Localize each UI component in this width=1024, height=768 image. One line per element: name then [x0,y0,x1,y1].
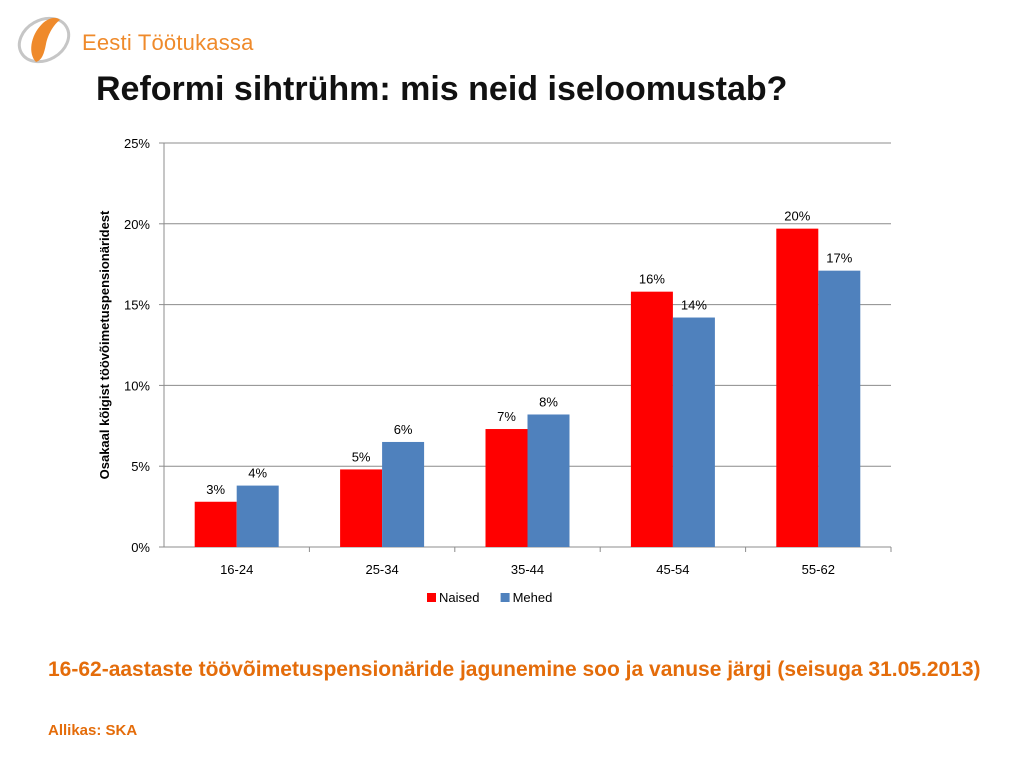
x-tick-label: 55-62 [802,562,835,577]
y-tick-label: 0% [131,540,150,555]
y-tick-label: 15% [124,298,150,313]
legend-label: Mehed [513,590,553,605]
y-tick-label: 25% [124,136,150,151]
bar-mehed-35-44 [527,414,570,547]
bar-naised-35-44 [485,429,528,547]
legend-swatch-naised [427,593,436,602]
bar-mehed-25-34 [382,441,425,547]
y-tick-label: 20% [124,217,150,232]
data-label: 4% [248,466,267,481]
bar-mehed-45-54 [672,317,715,547]
x-tick-label: 25-34 [365,562,398,577]
bar-naised-25-34 [340,469,383,547]
data-label: 5% [352,449,371,464]
x-tick-label: 45-54 [656,562,689,577]
data-label: 20% [784,209,810,224]
eesti-tootukassa-logo-icon [17,16,71,64]
data-label: 16% [639,272,665,287]
bar-naised-45-54 [630,291,673,547]
data-label: 3% [206,482,225,497]
y-axis-label: Osakaal kõigist töövõimetuspensionärides… [97,210,112,479]
x-tick-label: 35-44 [511,562,544,577]
bar-chart: 0% 5% 10% 15% 20% 25% Osakaal kõigist töövõime… [97,136,892,605]
data-label: 8% [539,394,558,409]
bar-mehed-16-24 [236,485,279,547]
y-tick-label: 5% [131,459,150,474]
logo-text: Eesti Töötukassa [82,30,254,55]
slide-title: Reformi sihtrühm: mis neid iseloomustab? [96,70,788,108]
data-label: 6% [394,422,413,437]
data-label: 17% [826,251,852,266]
bar-mehed-55-62 [818,270,861,547]
legend-swatch-mehed [500,593,510,602]
source-note: Allikas: SKA [48,722,138,739]
data-label: 14% [681,298,707,313]
bar-naised-55-62 [776,228,819,547]
y-tick-label: 10% [124,378,150,393]
data-label: 7% [497,409,516,424]
chart-caption: 16-62-aastaste töövõimetuspensionäride j… [48,658,981,681]
legend-label: Naised [439,590,479,605]
x-tick-label: 16-24 [220,562,253,577]
bar-naised-16-24 [194,501,237,547]
